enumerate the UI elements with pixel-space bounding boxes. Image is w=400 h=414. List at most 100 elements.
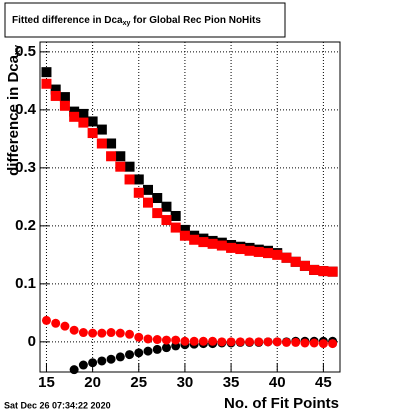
circle-marker <box>171 335 181 345</box>
square-marker <box>78 108 89 119</box>
plot-frame <box>39 41 341 373</box>
square-marker <box>96 124 107 135</box>
circle-marker <box>226 337 236 347</box>
square-marker <box>299 260 310 271</box>
circle-marker <box>198 336 208 346</box>
circle-marker <box>263 337 273 347</box>
circle-marker <box>217 337 227 347</box>
square-marker <box>50 90 61 101</box>
square-marker <box>170 222 181 233</box>
square-marker <box>216 240 227 251</box>
square-marker <box>152 208 163 219</box>
square-marker <box>290 256 301 267</box>
circle-marker <box>134 348 144 358</box>
circle-marker <box>254 337 264 347</box>
square-marker <box>198 237 209 248</box>
square-marker <box>161 215 172 226</box>
square-marker <box>152 193 163 204</box>
square-marker <box>133 174 144 185</box>
square-marker <box>69 111 80 122</box>
x-tick-label: 45 <box>315 374 332 391</box>
square-marker <box>179 224 190 235</box>
circle-marker <box>143 346 153 356</box>
circle-marker <box>97 328 107 338</box>
square-marker <box>143 197 153 208</box>
circle-marker <box>115 328 125 338</box>
circle-marker <box>143 334 153 344</box>
chart-title: Fitted difference in Dcaxy for Global Re… <box>12 15 261 27</box>
square-marker <box>50 84 61 95</box>
square-marker <box>244 245 255 256</box>
circle-marker <box>318 339 328 349</box>
square-marker <box>272 249 283 260</box>
y-tick-label: 0 <box>28 333 36 350</box>
circle-marker <box>88 328 98 338</box>
circle-marker <box>115 352 125 362</box>
square-marker <box>189 234 200 245</box>
square-marker <box>161 201 172 212</box>
square-marker <box>115 151 126 162</box>
square-marker <box>115 161 126 172</box>
square-marker <box>235 244 246 255</box>
circle-marker <box>106 328 116 338</box>
x-tick-label: 35 <box>223 374 240 391</box>
circle-marker <box>134 332 144 342</box>
y-tick-label: 0.3 <box>15 159 36 176</box>
square-marker <box>59 100 70 111</box>
circle-marker <box>60 321 70 331</box>
circle-marker <box>106 354 116 364</box>
y-label-sub: xy <box>12 45 22 55</box>
y-tick-label: 0.2 <box>15 217 36 234</box>
square-marker <box>87 116 98 127</box>
circle-marker <box>328 339 338 349</box>
x-tick-label: 25 <box>130 374 147 391</box>
circle-marker <box>125 350 135 360</box>
square-marker <box>106 151 117 162</box>
circle-marker <box>69 325 79 335</box>
circle-marker <box>291 337 301 347</box>
square-marker <box>106 138 117 149</box>
square-marker <box>59 92 70 103</box>
circle-marker <box>189 336 199 346</box>
square-marker <box>179 230 190 241</box>
y-tick-label: 0.1 <box>15 275 36 292</box>
square-marker <box>281 252 292 263</box>
square-marker <box>207 238 218 249</box>
y-label-main: difference in Dca <box>5 54 22 176</box>
circle-marker <box>309 338 319 348</box>
circle-marker <box>180 336 190 346</box>
circle-marker <box>88 358 98 368</box>
y-tick-label: 0.5 <box>15 43 36 60</box>
circle-marker <box>78 328 88 338</box>
square-marker <box>78 117 89 128</box>
plot-area <box>40 42 340 375</box>
x-tick-label: 40 <box>269 374 286 391</box>
circle-marker <box>235 337 245 347</box>
circle-marker <box>161 343 171 353</box>
square-marker <box>69 106 80 117</box>
square-marker <box>41 78 52 89</box>
square-marker <box>133 187 144 198</box>
circle-marker <box>300 338 310 348</box>
square-marker <box>124 174 135 185</box>
timestamp: Sat Dec 26 07:34:22 2020 <box>4 400 111 410</box>
square-marker <box>170 210 181 221</box>
title-sub: xy <box>123 20 131 27</box>
y-axis-label: difference in Dcaxy <box>5 45 22 176</box>
square-marker <box>318 266 329 277</box>
square-marker <box>96 138 107 149</box>
square-marker <box>253 246 264 257</box>
circle-marker <box>78 360 88 370</box>
title-main: Fitted difference in Dca <box>12 15 123 26</box>
x-tick-label: 20 <box>84 374 101 391</box>
circle-marker <box>272 337 282 347</box>
square-marker <box>263 248 273 259</box>
circle-marker <box>281 337 291 347</box>
title-box <box>4 2 286 38</box>
circle-marker <box>97 356 107 366</box>
circle-marker <box>152 335 162 345</box>
circle-marker <box>125 329 135 339</box>
circle-marker <box>208 336 218 346</box>
circle-marker <box>41 315 51 325</box>
y-tick-label: 0.4 <box>15 101 37 118</box>
